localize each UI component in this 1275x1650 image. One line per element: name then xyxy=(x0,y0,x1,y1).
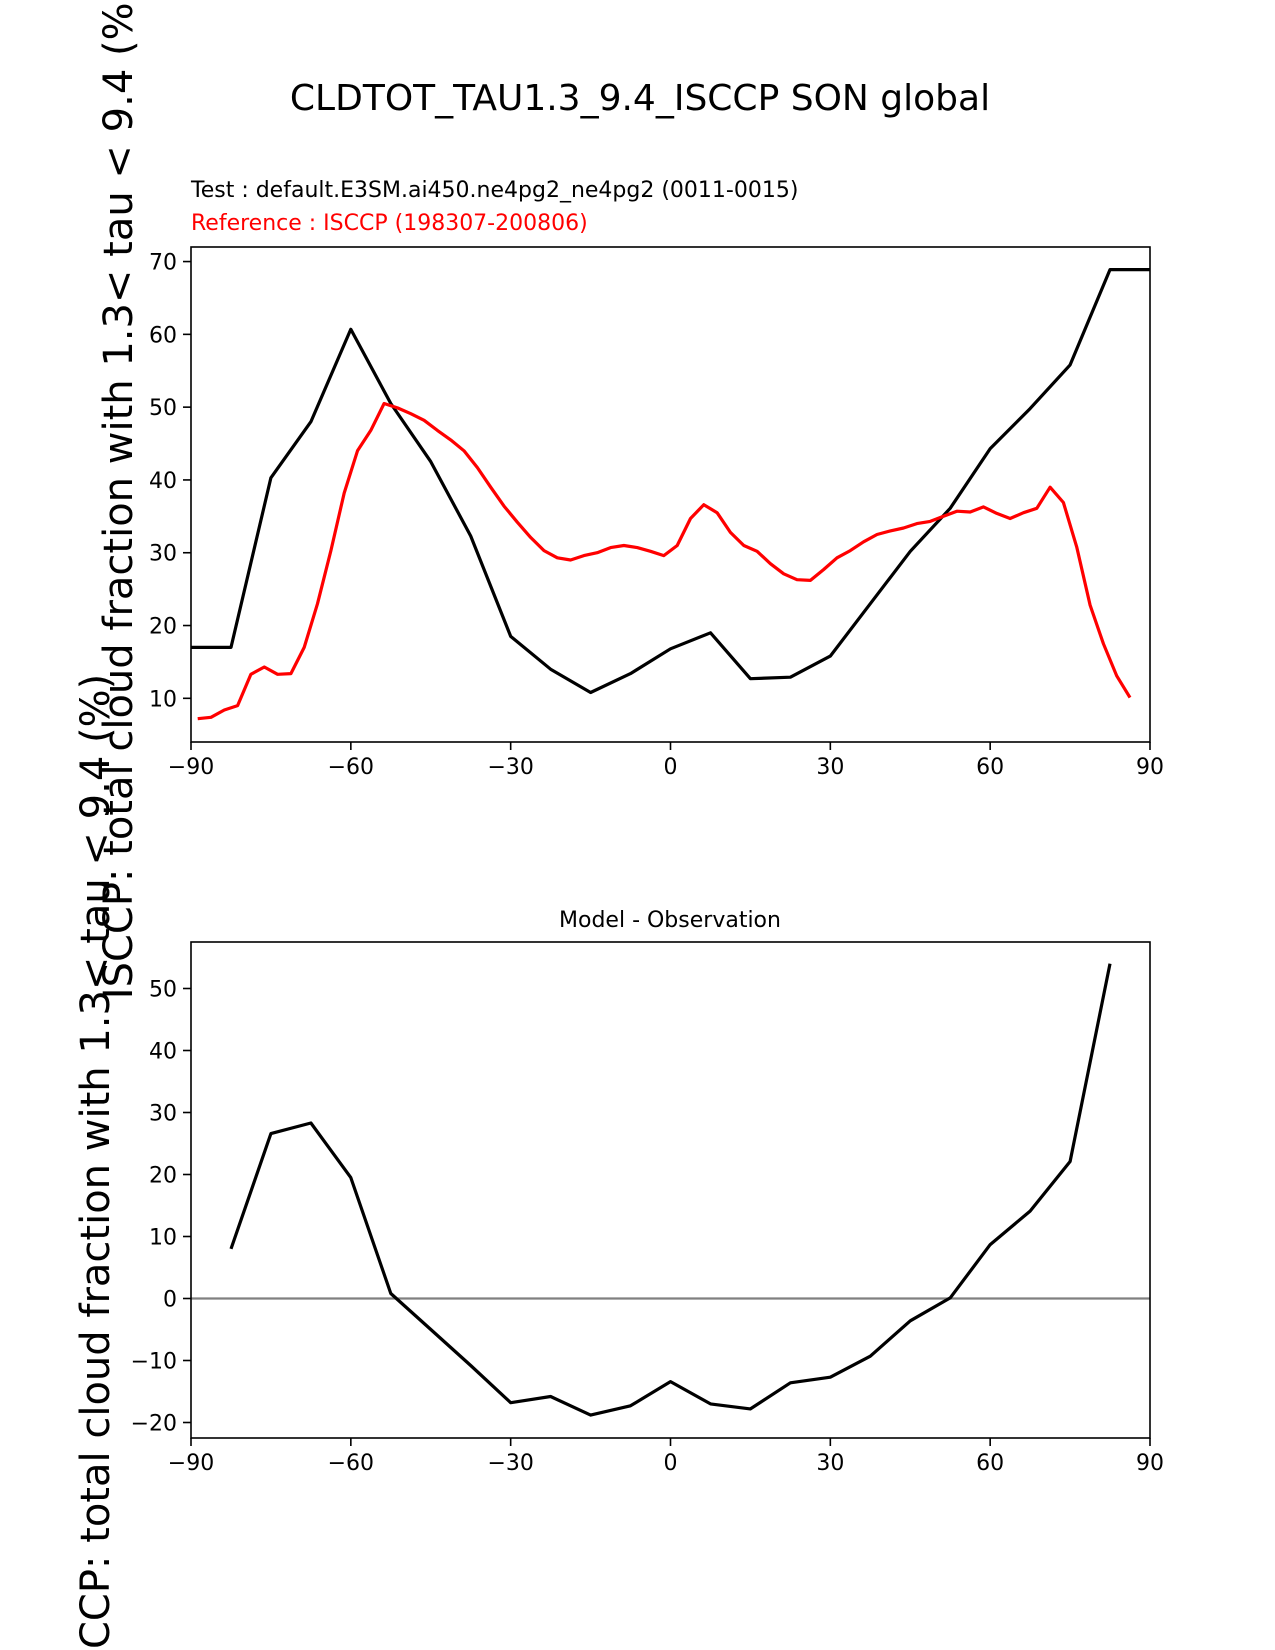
line-chart-panel-top: −90 −60 −30 0 30 60 90 10 20 30 40 50 60 70 xyxy=(149,246,1164,780)
y-tick-label: 40 xyxy=(149,1040,177,1065)
x-tick-label: −30 xyxy=(487,1451,533,1476)
reference-label: Reference : ISCCP (198307-200806) xyxy=(191,211,588,236)
difference-chart-panel-bottom: −90 −60 −30 0 30 60 90 −20 −10 0 10 20 30 40 50 xyxy=(131,941,1164,1476)
y-tick-label: 50 xyxy=(149,978,177,1003)
x-tick-label: −30 xyxy=(487,755,533,780)
x-tick-label: 60 xyxy=(976,1451,1004,1476)
x-tick-label: 30 xyxy=(816,755,844,780)
x-tick-label: −90 xyxy=(168,1451,214,1476)
x-tick-label: 90 xyxy=(1136,755,1164,780)
x-tick-label: 0 xyxy=(664,755,678,780)
y-tick-label: −20 xyxy=(131,1412,177,1437)
y-tick-label: −10 xyxy=(131,1350,177,1375)
test-label: Test : default.E3SM.ai450.ne4pg2_ne4pg2 … xyxy=(190,178,798,203)
x-tick-label: 0 xyxy=(664,1451,678,1476)
x-tick-label: 30 xyxy=(816,1451,844,1476)
x-tick-label: −90 xyxy=(168,755,214,780)
y-tick-label: 20 xyxy=(149,1164,177,1189)
series-line-test xyxy=(191,268,1150,695)
y-tick-label: 40 xyxy=(149,469,177,494)
y-tick-label: 30 xyxy=(149,542,177,567)
y-axis-label-bottom: ISCCP: total cloud fraction with 1.3< ta… xyxy=(73,674,119,1650)
y-tick-label: 0 xyxy=(163,1288,177,1313)
series-line-difference xyxy=(229,963,1112,1417)
x-tick-label: 90 xyxy=(1136,1451,1164,1476)
y-tick-label: 10 xyxy=(149,687,177,712)
diff-panel-title: Model - Observation xyxy=(559,908,781,933)
series-line-reference xyxy=(197,401,1132,721)
y-tick-label: 30 xyxy=(149,1102,177,1127)
y-tick-label: 50 xyxy=(149,396,177,421)
y-tick-label: 10 xyxy=(149,1226,177,1251)
x-tick-label: −60 xyxy=(328,1451,374,1476)
y-tick-label: 70 xyxy=(149,251,177,276)
y-axis-label-top: ISCCP: total cloud fraction with 1.3< ta… xyxy=(96,0,142,999)
y-tick-label: 20 xyxy=(149,615,177,640)
y-tick-label: 60 xyxy=(149,323,177,348)
x-tick-label: −60 xyxy=(328,755,374,780)
figure-title: CLDTOT_TAU1.3_9.4_ISCCP SON global xyxy=(290,78,990,119)
x-tick-label: 60 xyxy=(976,755,1004,780)
